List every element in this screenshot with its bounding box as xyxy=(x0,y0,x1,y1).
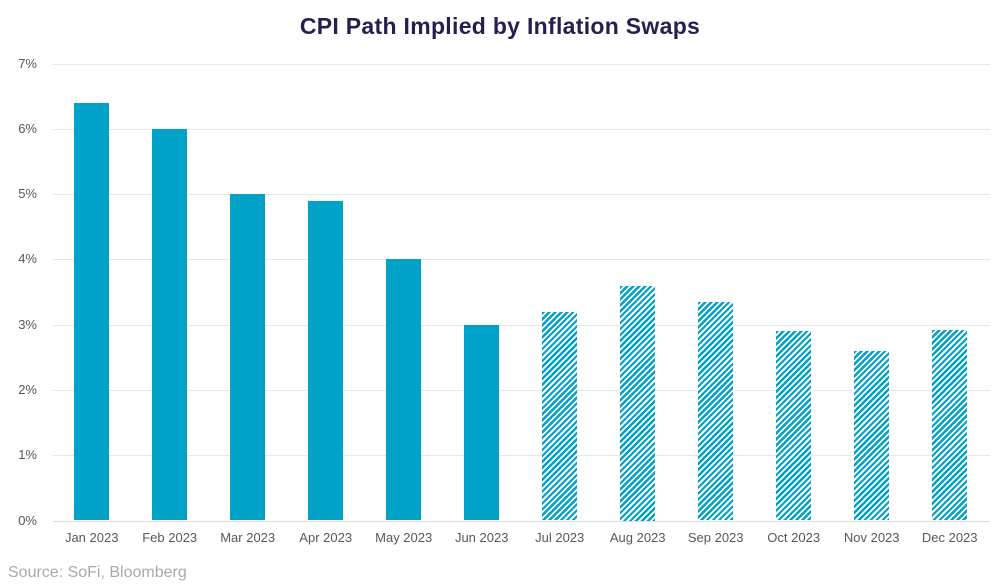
chart-title: CPI Path Implied by Inflation Swaps xyxy=(299,13,701,39)
x-tick-label-nov-2023: Nov 2023 xyxy=(843,530,900,545)
bar-nov-2023 xyxy=(854,350,890,521)
gridline-5- xyxy=(53,194,990,196)
bar-sep-2023 xyxy=(698,301,734,521)
bar-aug-2023 xyxy=(620,285,656,521)
y-tick-label-5-: 5% xyxy=(18,186,37,202)
source-note: Source: SoFi, Bloomberg xyxy=(8,564,187,581)
gridline-6- xyxy=(53,128,990,130)
x-tick-label-jun-2023: Jun 2023 xyxy=(454,530,509,545)
y-tick-label-6-: 6% xyxy=(18,120,37,136)
y-tick-label-7-: 7% xyxy=(18,55,37,71)
gridline-1- xyxy=(53,455,990,457)
bar-feb-2023 xyxy=(152,128,188,521)
x-tick-label-may-2023: May 2023 xyxy=(375,530,433,545)
y-tick-label-3-: 3% xyxy=(18,316,37,332)
bar-jun-2023 xyxy=(464,324,500,521)
bar-jul-2023 xyxy=(542,311,578,521)
x-tick-label-mar-2023: Mar 2023 xyxy=(220,530,276,545)
x-tick-label-feb-2023: Feb 2023 xyxy=(142,530,198,545)
gridline-2- xyxy=(53,389,990,391)
gridline-3- xyxy=(53,324,990,326)
bar-mar-2023 xyxy=(230,194,266,521)
bar-dec-2023 xyxy=(932,329,968,521)
x-tick-label-apr-2023: Apr 2023 xyxy=(299,530,353,545)
bar-apr-2023 xyxy=(308,200,344,521)
x-tick-label-jul-2023: Jul 2023 xyxy=(535,530,585,545)
gridline-0- xyxy=(53,520,990,522)
x-tick-label-sep-2023: Sep 2023 xyxy=(687,530,744,545)
y-tick-label-0-: 0% xyxy=(18,512,37,528)
bar-oct-2023 xyxy=(776,331,812,521)
x-tick-label-oct-2023: Oct 2023 xyxy=(767,530,821,545)
y-tick-label-4-: 4% xyxy=(18,251,37,267)
x-tick-label-jan-2023: Jan 2023 xyxy=(64,530,119,545)
gridline-4- xyxy=(53,259,990,261)
bar-may-2023 xyxy=(386,259,422,521)
x-tick-label-aug-2023: Aug 2023 xyxy=(609,530,666,545)
x-tick-label-dec-2023: Dec 2023 xyxy=(921,530,978,545)
gridline-7- xyxy=(53,63,990,65)
bar-jan-2023 xyxy=(74,102,110,521)
y-tick-label-1-: 1% xyxy=(18,447,37,463)
y-tick-label-2-: 2% xyxy=(18,381,37,397)
